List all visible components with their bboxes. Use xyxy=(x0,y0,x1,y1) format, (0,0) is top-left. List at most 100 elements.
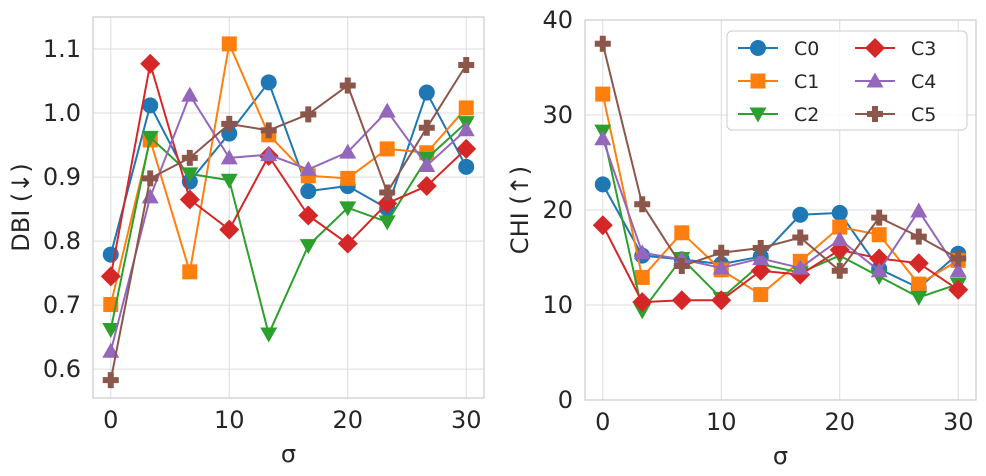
chi-y-tick-label: 30 xyxy=(542,101,573,129)
dbi-y-tick-label: 0.8 xyxy=(43,227,81,255)
chi-point-c4 xyxy=(712,259,730,275)
chi-x-tick-label: 0 xyxy=(595,408,610,436)
legend-marker-c2 xyxy=(749,107,767,123)
chi-point-c3 xyxy=(711,290,732,311)
chi-y-tick-label: 10 xyxy=(542,291,573,319)
dbi-series-line-c4 xyxy=(109,94,467,352)
chi-point-c5 xyxy=(713,244,730,261)
chi-point-c0 xyxy=(792,206,809,223)
dbi-point-c5 xyxy=(418,119,435,136)
dbi-point-c3 xyxy=(100,266,121,287)
chi-y-tick-label: 40 xyxy=(542,6,573,34)
chi-series-line-c4 xyxy=(601,138,960,272)
chi-point-c1 xyxy=(911,276,927,292)
legend-item-c5: C5 xyxy=(855,104,936,126)
dbi-point-c0 xyxy=(142,97,159,114)
dbi-point-c2 xyxy=(299,239,317,255)
chi-x-tick-label: 10 xyxy=(706,408,737,436)
dbi-x-tick-label: 0 xyxy=(103,406,118,434)
dbi-point-c4 xyxy=(181,86,199,102)
chi-point-c3 xyxy=(671,290,692,311)
dbi-point-c5 xyxy=(221,115,238,132)
dbi-point-c2 xyxy=(141,130,159,146)
chi-point-c5 xyxy=(950,250,967,267)
chi-point-c5 xyxy=(910,228,927,245)
dbi-point-c3 xyxy=(179,189,200,210)
chi-point-c1 xyxy=(595,86,611,102)
legend-marker-c5 xyxy=(867,106,883,122)
dbi-point-c5 xyxy=(142,170,159,187)
dbi-point-c0 xyxy=(260,74,277,91)
legend-item-c4: C4 xyxy=(855,71,936,93)
chi-point-c1 xyxy=(753,287,769,303)
chi-chart-panel: 0 10 20 30 0 10 20 30 40 σ CHI (↑) C0 C1 C2 C3 C4 C5 xyxy=(506,6,977,470)
chi-point-c5 xyxy=(831,262,848,279)
chi-series-c3 xyxy=(592,215,969,313)
chi-point-c1 xyxy=(832,219,848,235)
dbi-y-axis-label: DBI (↓) xyxy=(7,163,35,252)
dbi-point-c5 xyxy=(458,57,475,74)
chi-plot-frame xyxy=(584,19,977,401)
chi-point-c4 xyxy=(752,249,770,265)
chi-point-c3 xyxy=(592,215,613,236)
chi-point-c1 xyxy=(634,269,650,285)
dbi-point-c5 xyxy=(300,106,317,123)
chi-point-c5 xyxy=(871,209,888,226)
dbi-y-tick-label: 0.9 xyxy=(43,163,81,191)
dbi-point-c5 xyxy=(260,122,277,139)
chi-series-line-c3 xyxy=(601,224,959,304)
chi-point-c2 xyxy=(910,290,928,306)
chi-x-axis-label: σ xyxy=(773,442,788,470)
dbi-point-c4 xyxy=(457,121,475,137)
dbi-point-c4 xyxy=(378,102,396,118)
chi-point-c4 xyxy=(831,230,849,246)
chi-point-c5 xyxy=(594,35,611,52)
chi-series-c4 xyxy=(594,130,967,278)
dbi-plot-frame xyxy=(92,16,485,399)
legend: C0 C1 C2 C3 C4 C5 xyxy=(726,30,968,131)
legend-marker-c4 xyxy=(866,72,884,88)
legend-item-c0: C0 xyxy=(738,38,819,60)
dbi-point-c4 xyxy=(260,146,278,162)
chi-point-c5 xyxy=(752,240,769,256)
chi-point-c3 xyxy=(908,253,929,274)
legend-marker-c1 xyxy=(750,73,766,89)
dbi-x-tick-label: 30 xyxy=(451,406,482,434)
chi-point-c5 xyxy=(634,196,651,213)
dbi-point-c3 xyxy=(416,176,437,197)
chi-point-c0 xyxy=(831,204,848,221)
chi-point-c5 xyxy=(792,229,809,246)
chi-x-tick-label: 20 xyxy=(824,408,855,436)
legend-label: C1 xyxy=(794,71,819,93)
dbi-point-c2 xyxy=(339,201,357,217)
legend-item-c1: C1 xyxy=(738,71,819,93)
legend-box xyxy=(726,30,968,131)
dbi-point-c2 xyxy=(220,173,238,189)
legend-label: C3 xyxy=(911,38,936,60)
dbi-point-c2 xyxy=(378,215,396,231)
dbi-y-tick-label: 0.6 xyxy=(43,355,81,383)
legend-label: C5 xyxy=(911,104,936,126)
dbi-point-c4 xyxy=(299,160,317,176)
dbi-point-c1 xyxy=(221,36,237,52)
dbi-point-c3 xyxy=(298,205,319,226)
dbi-y-tick-label: 0.7 xyxy=(43,291,81,319)
legend-marker-c3 xyxy=(865,38,885,58)
dbi-point-c3 xyxy=(377,193,398,214)
chi-point-c4 xyxy=(633,244,651,260)
legend-label: C2 xyxy=(794,104,819,126)
chi-point-c3 xyxy=(750,260,771,281)
chi-point-c0 xyxy=(594,176,611,193)
dbi-point-c1 xyxy=(458,100,474,116)
dbi-point-c4 xyxy=(141,188,159,204)
chi-point-c3 xyxy=(948,279,969,300)
dbi-y-tick-label: 1.0 xyxy=(43,99,81,127)
dbi-point-c3 xyxy=(456,138,477,159)
dbi-point-c0 xyxy=(458,158,475,175)
dbi-point-c2 xyxy=(260,327,278,343)
chi-point-c4 xyxy=(949,262,967,278)
dbi-point-c5 xyxy=(102,372,119,389)
dbi-point-c5 xyxy=(339,77,356,94)
chi-x-tick-label: 30 xyxy=(943,408,974,436)
chi-point-c1 xyxy=(871,227,887,243)
